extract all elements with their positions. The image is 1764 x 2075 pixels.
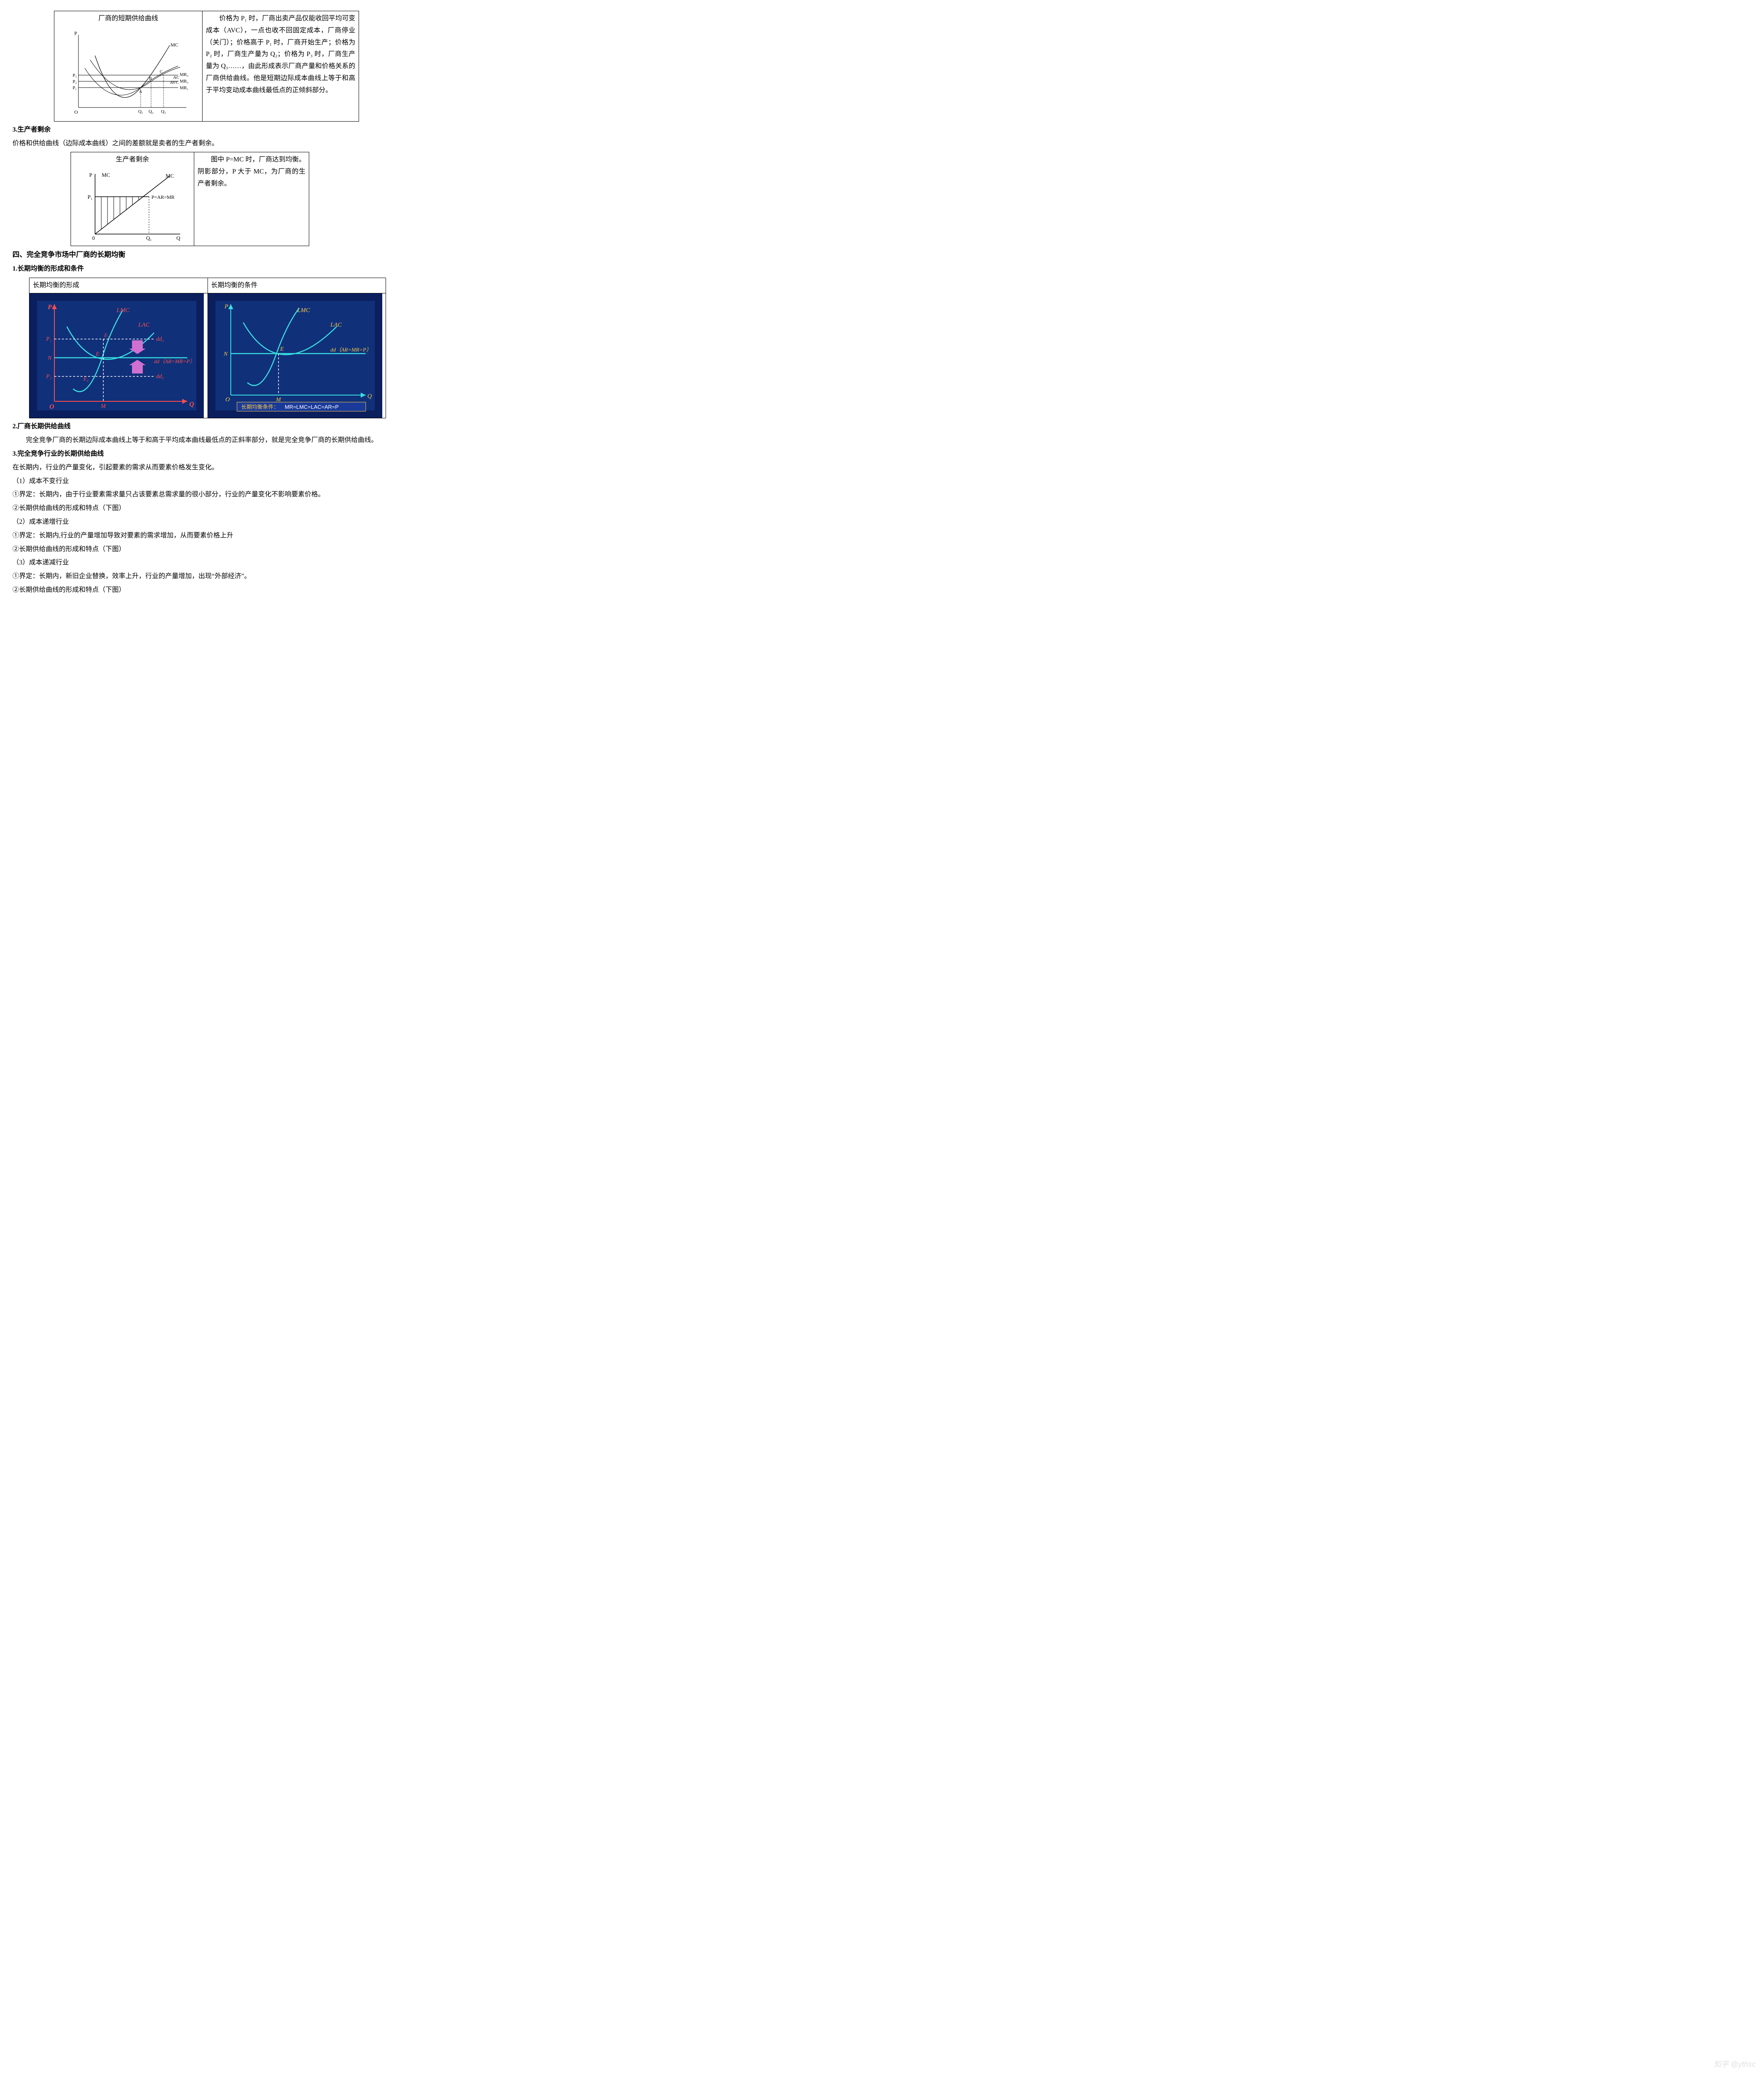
svg-text:MC: MC	[166, 173, 174, 179]
svg-text:P₂: P₂	[46, 374, 52, 380]
p-s4-3-2: （2）成本递增行业	[12, 516, 419, 528]
svg-text:N: N	[223, 351, 228, 357]
long-run-condition-chart: P O Q LAC LMC N dd（AR=MR=P） M E 长期均衡条件	[208, 293, 382, 418]
svg-text:长期均衡条件：: 长期均衡条件：	[241, 404, 279, 410]
svg-text:MC: MC	[171, 42, 178, 48]
short-run-supply-chart: P O P₁ P₂ P₃ MR₁ MR₂ MR₃ AVC AC	[62, 27, 195, 118]
p-s4-3-0: 在长期内，行业的产量变化，引起要素的需求从而要素价格发生变化。	[12, 462, 419, 474]
svg-text:E: E	[95, 351, 100, 357]
svg-text:O: O	[49, 403, 54, 410]
svg-text:MR₁: MR₁	[180, 85, 188, 90]
p-s4-3-1b: ②长期供给曲线的形成和特点（下图）	[12, 503, 419, 515]
svg-text:AC: AC	[173, 75, 179, 80]
svg-text:C: C	[160, 70, 163, 74]
svg-text:Q₃: Q₃	[161, 109, 166, 114]
svg-text:dd（AR=MR=P）: dd（AR=MR=P）	[330, 347, 371, 353]
table-short-run-supply: 厂商的短期供给曲线 P O P₁ P₂ P₃ MR₁ MR₂ MR₃	[54, 11, 359, 122]
table-long-run-equilibrium: 长期均衡的形成 长期均衡的条件 P O Q	[29, 278, 386, 419]
long-run-formation-chart: P O Q LAC LMC N dd（AR=MR=P） P₁ dd₁ P₂	[29, 293, 204, 418]
svg-text:P=AR=MR: P=AR=MR	[151, 194, 175, 200]
svg-text:dd（AR=MR=P）: dd（AR=MR=P）	[154, 358, 195, 364]
svg-text:MR=LMC=LAC=AR=P: MR=LMC=LAC=AR=P	[285, 404, 339, 410]
svg-text:E₁: E₁	[104, 332, 109, 338]
p-s4-3-3: （3）成本递减行业	[12, 557, 419, 569]
svg-text:N: N	[47, 355, 52, 361]
p-s4-3-1: （1）成本不变行业	[12, 476, 419, 488]
heading-sec4: 四、完全竞争市场中厂商的长期均衡	[12, 249, 419, 261]
heading-s4-2: 2.厂商长期供给曲线	[12, 421, 419, 433]
t1-left-title: 厂商的短期供给曲线	[58, 13, 199, 25]
svg-text:O: O	[225, 396, 230, 403]
heading-s4-3: 3.完全竞争行业的长期供给曲线	[12, 448, 419, 460]
producer-surplus-chart: P MC 0 Q MC P₁ P=AR=MR Q₁	[78, 168, 186, 242]
svg-text:P₁: P₁	[73, 85, 77, 90]
svg-text:LMC: LMC	[116, 307, 130, 314]
p-s4-2: 完全竞争厂商的长期边际成本曲线上等于和高于平均成本曲线最低点的正斜率部分，就是完…	[12, 435, 419, 447]
t2-left-title: 生产者剩余	[74, 154, 191, 166]
svg-text:Q: Q	[367, 393, 372, 400]
svg-text:P: P	[74, 30, 77, 36]
svg-text:P: P	[47, 304, 52, 311]
t1-right-text: 价格为 P₁ 时，厂商出卖产品仅能收回平均可变成本（AVC），一点也收不回固定成…	[206, 13, 355, 97]
svg-text:0: 0	[92, 235, 95, 241]
svg-text:Q₂: Q₂	[149, 109, 154, 114]
watermark: 知乎 @ythsc	[1714, 2058, 1756, 2071]
svg-text:Q₁: Q₁	[138, 109, 143, 114]
svg-text:A: A	[139, 90, 142, 94]
p-s4-3-2b: ②长期供给曲线的形成和特点（下图）	[12, 544, 419, 556]
svg-text:P₁: P₁	[88, 194, 93, 200]
svg-text:LMC: LMC	[297, 307, 310, 314]
svg-text:LAC: LAC	[330, 322, 342, 328]
p-s4-3-2a: ①界定：长期内,行业的产量增加导致对要素的需求增加，从而要素价格上升	[12, 530, 419, 542]
svg-text:Q: Q	[176, 235, 181, 241]
svg-text:Q₁: Q₁	[146, 235, 152, 241]
svg-text:P: P	[89, 172, 92, 178]
svg-text:E₂: E₂	[83, 376, 89, 382]
p-s4-3-3b: ②长期供给曲线的形成和特点（下图）	[12, 584, 419, 596]
t3-right-title: 长期均衡的条件	[208, 278, 386, 293]
svg-text:LAC: LAC	[138, 322, 150, 328]
svg-text:Q: Q	[189, 401, 194, 408]
heading-producer-surplus: 3.生产者剩余	[12, 124, 419, 136]
heading-s4-1: 1.长期均衡的形成和条件	[12, 263, 419, 275]
svg-text:P₃: P₃	[73, 73, 77, 78]
p-s4-3-3a: ①界定：长期内，新旧企业替换，效率上升，行业的产量增加，出现“外部经济”。	[12, 571, 419, 583]
t3-left-title: 长期均衡的形成	[29, 278, 208, 293]
svg-text:dd₂: dd₂	[156, 374, 164, 380]
svg-text:P₂: P₂	[73, 79, 77, 84]
svg-text:P: P	[224, 303, 228, 310]
svg-text:dd₁: dd₁	[156, 336, 164, 342]
table-producer-surplus: 生产者剩余 P MC 0 Q MC P₁ P=AR=MR Q₁	[71, 152, 309, 246]
svg-text:M: M	[100, 403, 106, 410]
svg-text:MC: MC	[102, 172, 110, 178]
p-producer-surplus: 价格和供给曲线（边际成本曲线）之间的差额就是卖者的生产者剩余。	[12, 138, 419, 150]
p-s4-3-1a: ①界定：长期内，由于行业要素需求量只占该要素总需求量的很小部分，行业的产量变化不…	[12, 489, 419, 501]
svg-text:O: O	[74, 109, 78, 115]
svg-text:P₁: P₁	[46, 336, 51, 342]
svg-text:E: E	[280, 346, 284, 352]
svg-text:MR₃: MR₃	[180, 72, 188, 77]
svg-text:B: B	[149, 76, 152, 81]
svg-text:AVC: AVC	[170, 80, 179, 85]
t2-right-text: 图中 P=MC 时，厂商达到均衡。阴影部分，P 大于 MC，为厂商的生产者剩余。	[198, 154, 305, 190]
svg-text:MR₂: MR₂	[180, 79, 188, 84]
